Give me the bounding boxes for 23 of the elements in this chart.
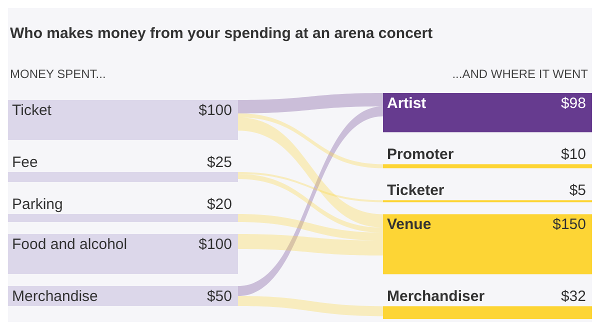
data-label: $25 [206, 154, 232, 171]
category-label: Artist [387, 95, 426, 112]
text: MONEY SPENT... [10, 67, 106, 81]
data-label: $20 [206, 196, 232, 213]
data-label: $98 [560, 95, 586, 112]
category-label: Ticket [12, 102, 52, 119]
data-label: $5 [569, 182, 586, 200]
category-label: Merchandiser [387, 288, 485, 306]
category-label: Promoter [387, 146, 454, 164]
category-label: Parking [12, 196, 63, 213]
data-label: $100 [198, 236, 232, 253]
category-label: Merchandise [12, 288, 98, 305]
data-label: $100 [198, 102, 232, 119]
data-label: $32 [560, 288, 586, 306]
data-label: $150 [552, 216, 586, 234]
text: Who makes money from your spending at an arena concert [10, 25, 433, 42]
category-label: Venue [387, 216, 432, 234]
data-label: $50 [206, 288, 232, 305]
category-label: Ticketer [387, 182, 444, 200]
category-label: Fee [12, 154, 38, 171]
text: ...AND WHERE IT WENT [452, 67, 589, 81]
data-label: $10 [560, 146, 586, 164]
category-label: Food and alcohol [12, 236, 128, 253]
